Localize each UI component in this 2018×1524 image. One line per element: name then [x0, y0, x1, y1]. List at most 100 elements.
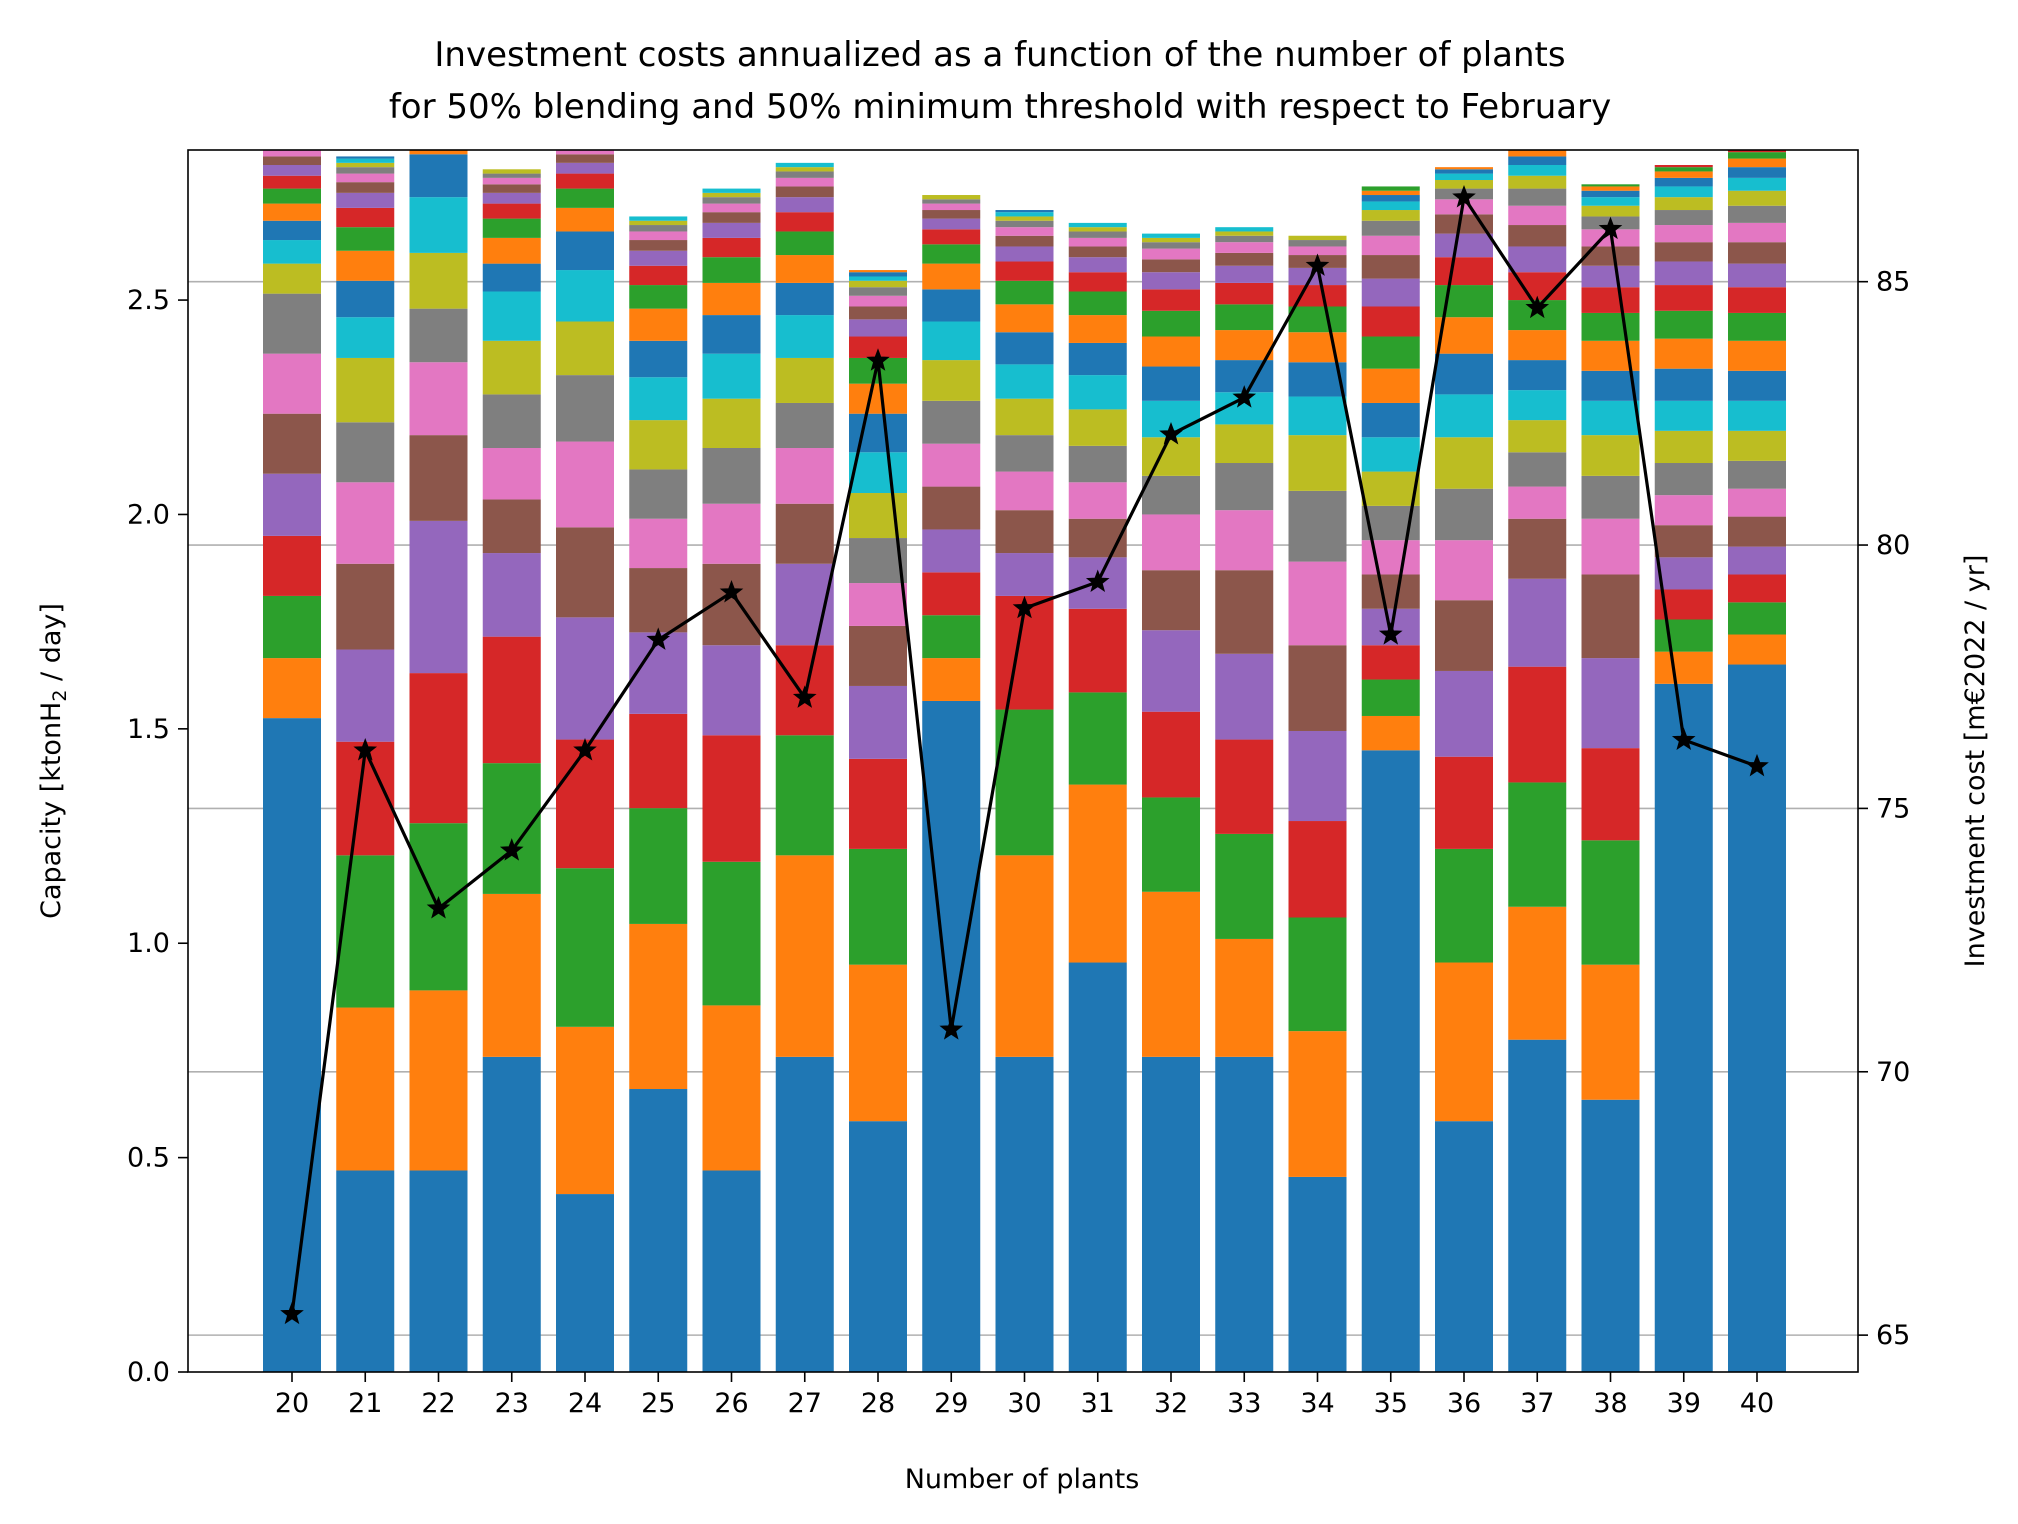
bar-28-segment-0 — [849, 1121, 907, 1372]
bar-32-segment-8 — [1142, 437, 1200, 476]
bar-36-segment-6 — [1435, 540, 1493, 601]
bar-32-segment-3 — [1142, 711, 1200, 798]
x-tick-label-29: 29 — [934, 1388, 968, 1419]
bar-31-segment-14 — [1068, 257, 1127, 273]
bar-30-segment-12 — [995, 280, 1054, 305]
bar-39-segment-4 — [1654, 557, 1713, 590]
bar-36-segment-13 — [1435, 257, 1493, 286]
bar-24-segment-9 — [556, 270, 614, 322]
bar-33-segment-1 — [1215, 938, 1274, 1057]
bar-39-segment-21 — [1654, 171, 1713, 178]
bar-39-segment-18 — [1654, 197, 1713, 211]
bar-23-segment-8 — [482, 340, 541, 395]
bar-30-segment-1 — [995, 855, 1054, 1057]
bar-24-segment-8 — [556, 321, 614, 376]
bar-40-segment-9 — [1728, 400, 1786, 431]
bar-33-segment-5 — [1215, 570, 1274, 654]
bar-30-segment-4 — [995, 553, 1054, 596]
bar-25-segment-8 — [629, 420, 688, 470]
bar-32-segment-13 — [1142, 289, 1200, 311]
bar-36-segment-4 — [1435, 670, 1493, 757]
bar-34-segment-11 — [1288, 332, 1347, 363]
bar-25-segment-4 — [629, 632, 688, 714]
bar-28-segment-10 — [849, 413, 907, 453]
bar-34-segment-17 — [1288, 240, 1347, 247]
bar-29-segment-15 — [922, 210, 981, 219]
bar-37-segment-16 — [1508, 205, 1567, 226]
bar-27-segment-7 — [775, 402, 834, 448]
bar-28-segment-13 — [849, 336, 907, 358]
bar-25-segment-3 — [629, 713, 688, 809]
bar-33-segment-14 — [1215, 265, 1274, 283]
bar-26-segment-1 — [702, 1005, 761, 1171]
investment-cost-marker-28 — [866, 348, 890, 371]
bar-32-segment-19 — [1142, 233, 1200, 238]
bar-22-segment-6 — [409, 362, 468, 436]
bar-20-segment-4 — [263, 473, 321, 536]
bar-39-segment-20 — [1654, 177, 1713, 187]
bar-29-segment-14 — [922, 218, 981, 230]
bar-39-segment-13 — [1654, 285, 1713, 311]
bar-26-segment-10 — [702, 315, 761, 354]
right-y-axis-label: Investment cost [m€2022 / yr] — [1960, 555, 1991, 968]
bar-37-segment-2 — [1508, 782, 1567, 907]
bar-39-segment-10 — [1654, 368, 1713, 401]
bar-25-segment-6 — [629, 518, 688, 569]
bar-40-segment-18 — [1728, 190, 1786, 206]
bar-40-segment-13 — [1728, 287, 1786, 313]
bar-30-segment-13 — [995, 261, 1054, 281]
investment-cost-marker-29 — [939, 1017, 964, 1040]
bar-37-segment-21 — [1508, 150, 1567, 157]
bar-29-segment-8 — [922, 360, 981, 401]
bar-35-segment-14 — [1361, 278, 1420, 307]
bar-31-segment-3 — [1068, 608, 1127, 693]
bar-37-segment-14 — [1508, 246, 1567, 273]
bar-31-segment-19 — [1068, 222, 1127, 228]
bar-40-segment-4 — [1728, 546, 1786, 575]
bar-21-segment-6 — [336, 482, 395, 564]
bar-24-segment-1 — [556, 1026, 614, 1195]
bar-32-segment-1 — [1142, 891, 1200, 1057]
bar-38-segment-12 — [1581, 312, 1640, 341]
bar-23-segment-15 — [482, 184, 541, 193]
bar-29-segment-7 — [922, 400, 981, 444]
bar-28-segment-20 — [849, 272, 907, 277]
bar-25-segment-17 — [629, 225, 688, 232]
bar-31-segment-8 — [1068, 409, 1127, 446]
x-tick-label-22: 22 — [421, 1388, 455, 1419]
bar-21-segment-4 — [336, 649, 395, 742]
bar-22-segment-0 — [409, 1170, 468, 1372]
bar-40-segment-6 — [1728, 488, 1786, 517]
bar-36-segment-0 — [1435, 1121, 1493, 1372]
bar-20-segment-15 — [263, 156, 321, 166]
right-tick-label-1: 70 — [1876, 1057, 1910, 1088]
x-axis-ticks: 20 21 22 23 24 25 26 27 28 29 30 31 32 33 34 35 36 37 38 39… — [275, 1372, 1774, 1419]
bar-20-segment-13 — [263, 175, 321, 189]
bar-27-segment-15 — [775, 186, 834, 198]
bar-23-segment-9 — [482, 291, 541, 341]
bar-38-segment-21 — [1581, 186, 1640, 191]
bar-35-segment-1 — [1361, 715, 1420, 751]
bar-26-segment-3 — [702, 735, 761, 862]
bar-29-segment-3 — [922, 572, 981, 616]
bar-33-segment-6 — [1215, 510, 1274, 571]
bar-20-segment-11 — [263, 203, 321, 221]
bar-39-segment-22 — [1654, 167, 1713, 172]
bar-32-segment-14 — [1142, 272, 1200, 290]
left-y-axis-label-subscript: 2 — [49, 690, 71, 702]
left-tick-label-0: 0.0 — [127, 1357, 170, 1388]
investment-cost-marker-30 — [1012, 595, 1037, 619]
bar-25-segment-15 — [629, 240, 688, 251]
bar-27-segment-1 — [775, 855, 834, 1057]
bar-37-segment-6 — [1508, 486, 1567, 519]
bar-24-segment-2 — [556, 868, 614, 1027]
bar-25-segment-10 — [629, 340, 688, 378]
bar-37-segment-15 — [1508, 225, 1567, 247]
bar-38-segment-2 — [1581, 840, 1640, 965]
x-tick-label-32: 32 — [1154, 1388, 1188, 1419]
bar-20-segment-0 — [263, 718, 321, 1372]
bar-21-segment-20 — [336, 156, 395, 159]
bar-25-segment-0 — [629, 1089, 688, 1372]
bar-24-segment-3 — [556, 739, 614, 869]
bar-40-segment-8 — [1728, 430, 1786, 461]
